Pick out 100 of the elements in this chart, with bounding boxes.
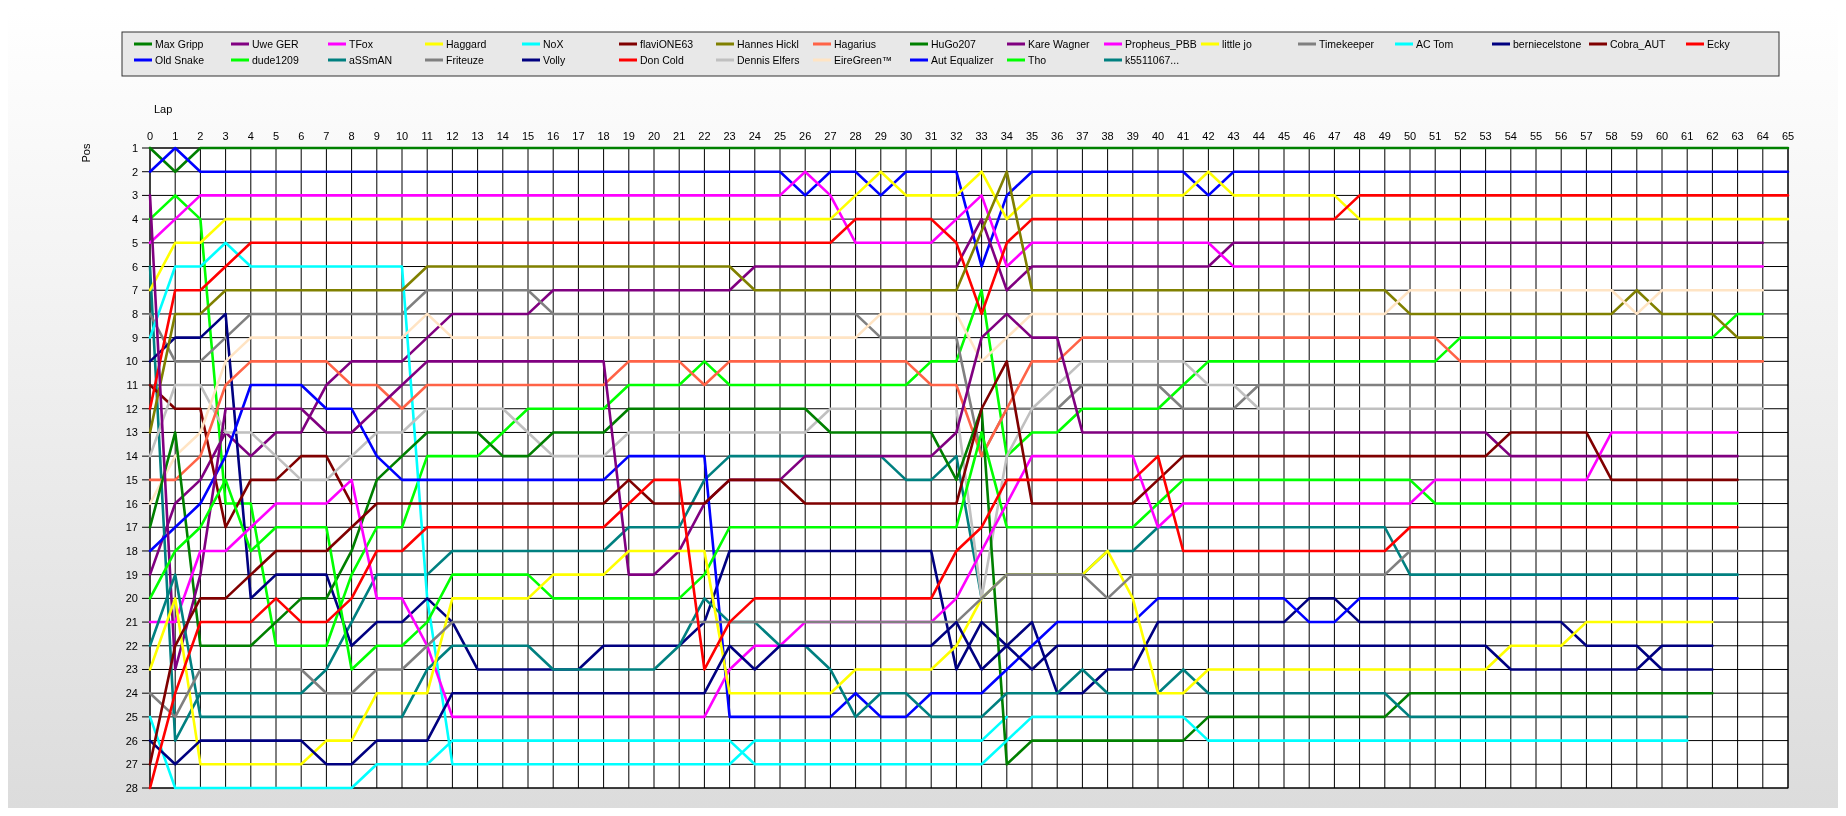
x-tick-label: 59 [1630, 130, 1643, 142]
legend-label: Volly [543, 54, 566, 66]
x-tick-label: 65 [1781, 130, 1795, 142]
legend-label: AC Tom [1416, 38, 1454, 50]
x-tick-label: 27 [824, 130, 837, 142]
x-tick-label: 49 [1378, 130, 1391, 142]
x-tick-label: 12 [446, 130, 459, 142]
legend-label: TFox [349, 38, 374, 50]
x-tick-label: 23 [723, 130, 736, 142]
x-tick-label: 38 [1101, 130, 1114, 142]
y-axis-title: Pos [80, 143, 92, 163]
legend-label: k5511067... [1125, 54, 1180, 66]
x-tick-label: 1 [172, 130, 179, 142]
x-tick-label: 39 [1126, 130, 1139, 142]
y-tick-label: 21 [125, 616, 138, 629]
legend-label: Tho [1028, 54, 1047, 66]
legend-label: Ecky [1707, 38, 1731, 50]
x-tick-label: 20 [647, 130, 661, 142]
x-tick-label: 25 [773, 130, 787, 142]
x-tick-label: 44 [1252, 130, 1265, 142]
y-tick-label: 2 [131, 165, 138, 178]
x-tick-label: 64 [1756, 130, 1769, 142]
legend-label: Haggard [446, 38, 487, 50]
x-tick-label: 33 [975, 130, 988, 142]
y-tick-label: 5 [131, 236, 138, 249]
y-tick-label: 25 [125, 710, 138, 723]
x-axis-title: Lap [154, 103, 173, 115]
x-tick-label: 47 [1328, 130, 1341, 142]
y-tick-label: 16 [125, 497, 138, 510]
x-tick-label: 19 [622, 130, 635, 142]
legend-label: NoX [543, 38, 564, 50]
legend-label: flaviONE63 [640, 38, 694, 50]
x-tick-label: 40 [1151, 130, 1165, 142]
x-tick-label: 41 [1177, 130, 1190, 142]
x-tick-label: 9 [373, 130, 380, 142]
x-tick-label: 14 [496, 130, 509, 142]
y-tick-label: 6 [131, 260, 138, 273]
y-tick-label: 14 [125, 450, 138, 463]
y-tick-label: 24 [125, 687, 138, 700]
y-tick-label: 18 [125, 544, 138, 557]
x-tick-label: 45 [1277, 130, 1291, 142]
legend-label: Dennis Elfers [737, 54, 800, 66]
y-tick-label: 9 [131, 331, 138, 344]
x-tick-label: 32 [950, 130, 963, 142]
y-tick-label: 1 [131, 142, 138, 154]
y-tick-label: 20 [125, 592, 138, 605]
x-tick-label: 31 [925, 130, 938, 142]
y-tick-label: 12 [125, 402, 138, 415]
y-tick-label: 27 [125, 758, 138, 771]
x-tick-label: 29 [874, 130, 887, 142]
x-tick-label: 36 [1051, 130, 1064, 142]
x-tick-label: 52 [1454, 130, 1467, 142]
legend-label: Aut Equalizer [931, 54, 994, 66]
x-tick-label: 28 [849, 130, 862, 142]
y-tick-label: 11 [126, 379, 138, 392]
legend-label: dude1209 [252, 54, 299, 66]
y-tick-label: 15 [125, 473, 138, 486]
x-tick-label: 17 [572, 130, 585, 142]
x-tick-label: 2 [197, 130, 204, 142]
y-tick-label: 13 [125, 426, 138, 439]
legend-label: Propheus_PBB [1125, 38, 1197, 50]
legend-label: HuGo207 [931, 38, 977, 50]
x-tick-label: 3 [222, 130, 229, 142]
x-tick-label: 4 [247, 130, 254, 142]
x-tick-label: 37 [1076, 130, 1089, 142]
legend-label: Old Snake [155, 54, 205, 66]
x-tick-label: 56 [1555, 130, 1568, 142]
x-tick-label: 30 [899, 130, 913, 142]
legend-label: EireGreen™ [834, 54, 893, 66]
legend-label: Kare Wagner [1028, 38, 1090, 50]
x-tick-label: 35 [1025, 130, 1039, 142]
x-tick-label: 24 [748, 130, 761, 142]
x-tick-label: 43 [1227, 130, 1240, 142]
x-tick-label: 22 [698, 130, 711, 142]
y-tick-label: 17 [125, 521, 138, 534]
legend-label: Uwe GER [252, 38, 300, 50]
x-tick-label: 61 [1681, 130, 1694, 142]
x-tick-label: 63 [1731, 130, 1744, 142]
x-tick-label: 42 [1202, 130, 1215, 142]
x-tick-label: 21 [673, 130, 686, 142]
x-tick-label: 7 [323, 130, 330, 142]
x-tick-label: 51 [1429, 130, 1442, 142]
x-tick-label: 50 [1403, 130, 1417, 142]
y-tick-label: 19 [125, 568, 138, 581]
x-tick-label: 8 [348, 130, 355, 142]
legend-label: Friteuze [446, 54, 485, 66]
y-tick-label: 8 [131, 307, 138, 320]
legend-label: little jo [1222, 38, 1252, 50]
legend-label: Hannes Hickl [737, 38, 799, 50]
legend-label: Cobra_AUT [1610, 38, 1667, 50]
legend-label: berniecelstone [1513, 38, 1582, 50]
y-tick-label: 3 [131, 189, 138, 202]
y-tick-label: 10 [125, 355, 138, 368]
y-tick-label: 26 [125, 734, 138, 747]
x-tick-label: 26 [799, 130, 812, 142]
y-tick-label: 28 [125, 782, 138, 794]
x-tick-label: 15 [521, 130, 535, 142]
x-tick-label: 48 [1353, 130, 1366, 142]
legend-label: Max Gripp [155, 38, 204, 50]
x-tick-label: 53 [1479, 130, 1492, 142]
